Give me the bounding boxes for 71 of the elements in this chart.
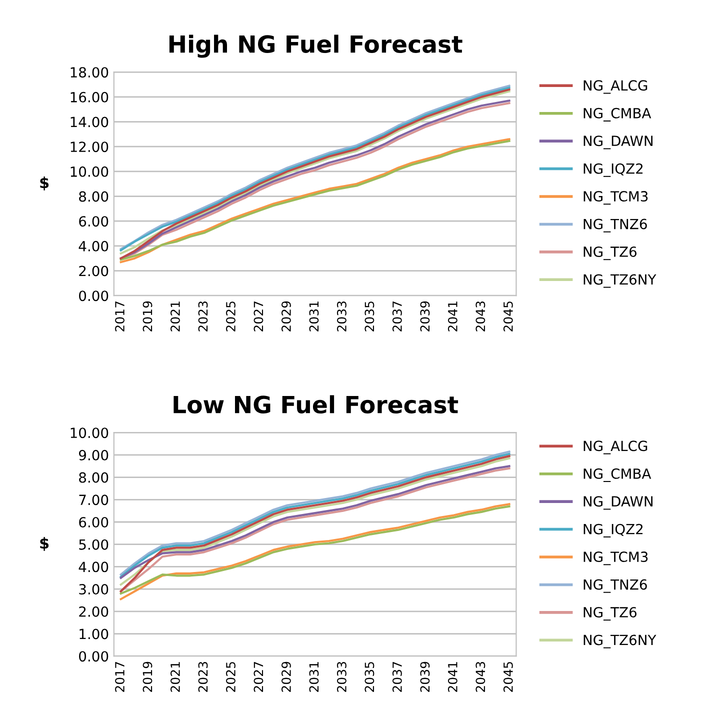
y-tick-label: 2.00 [79,606,108,617]
legend-label: NG_TNZ6 [584,579,647,593]
legend-label: NG_CMBA [584,108,652,122]
x-tick-label: 2021 [170,302,180,332]
legend-label: NG_CMBA [584,468,652,482]
y-tick-label: 2.00 [79,266,108,276]
x-tick-label: 2031 [309,662,319,692]
y-tick-label: 7.00 [79,494,108,506]
y-tick-label: 0.00 [79,651,108,662]
y-tick-label: 12.00 [70,142,108,152]
x-tick-label: 2045 [503,662,513,692]
y-tick-label: 10.00 [70,428,108,438]
x-tick-label: 2021 [170,662,180,692]
y-tick-label: 6.00 [79,216,108,227]
x-tick-label: 2037 [392,662,402,692]
y-tick-label: 5.00 [79,539,108,550]
x-tick-label: 2037 [392,302,402,332]
legend-label: NG_IQZ2 [584,163,643,177]
x-tick-label: 2035 [364,302,374,332]
x-tick-label: 2025 [226,662,236,692]
y-tick-label: 14.00 [70,116,108,128]
x-tick-label: 2043 [476,662,486,692]
y-tick-label: 10.00 [70,166,108,177]
y-axis-title: $ [40,536,49,551]
x-tick-label: 2029 [281,301,291,332]
x-tick-label: 2041 [448,302,458,332]
x-tick-label: 2033 [336,662,346,692]
x-tick-label: 2031 [309,302,319,332]
x-tick-label: 2039 [420,662,430,692]
x-tick-label: 2027 [254,662,264,692]
legend-label: NG_TCM3 [584,552,648,566]
y-axis-title: $ [40,176,49,190]
y-tick-label: 8.00 [79,191,108,202]
chart-title: Low NG Fuel Forecast [174,395,458,414]
y-tick-label: 4.00 [78,240,108,252]
chart-title: High NG Fuel Forecast [169,34,462,58]
y-tick-label: 8.00 [79,472,108,483]
x-tick-label: 2023 [198,301,208,332]
x-tick-label: 2043 [476,301,486,332]
x-tick-label: 2019 [142,662,152,692]
y-tick-label: 3.00 [79,584,108,595]
y-tick-label: 16.00 [70,92,108,102]
legend-label: NG_DAWN [584,496,652,510]
x-tick-label: 2017 [115,662,124,692]
legend-label: NG_TNZ6 [584,218,647,232]
x-tick-label: 2025 [226,302,236,332]
y-tick-label: 18.00 [70,67,108,78]
x-tick-label: 2039 [420,301,430,332]
y-tick-label: 6.00 [79,516,108,528]
x-tick-label: 2033 [336,301,346,332]
x-tick-label: 2041 [448,662,458,692]
y-tick-label: 1.00 [80,628,108,640]
x-tick-label: 2027 [254,302,264,332]
x-tick-label: 2029 [281,662,291,692]
y-tick-label: 9.00 [79,450,108,460]
x-tick-label: 2023 [198,662,208,692]
legend-label: NG_TZ6NY [584,634,656,648]
legend-label: NG_ALCG [584,80,648,94]
x-tick-label: 2035 [364,662,374,692]
y-tick-label: 0.00 [79,290,108,302]
legend-label: NG_TCM3 [584,191,648,205]
x-tick-label: 2017 [115,302,124,332]
legend-label: NG_IQZ2 [584,524,643,538]
legend-label: NG_TZ6 [584,606,636,621]
legend-label: NG_DAWN [584,136,652,150]
x-tick-label: 2045 [503,302,513,332]
legend-label: NG_TZ6NY [584,274,656,288]
y-tick-label: 4.00 [78,562,108,572]
legend-label: NG_TZ6 [584,246,636,260]
legend-label: NG_ALCG [584,440,648,454]
x-tick-label: 2019 [142,301,152,332]
